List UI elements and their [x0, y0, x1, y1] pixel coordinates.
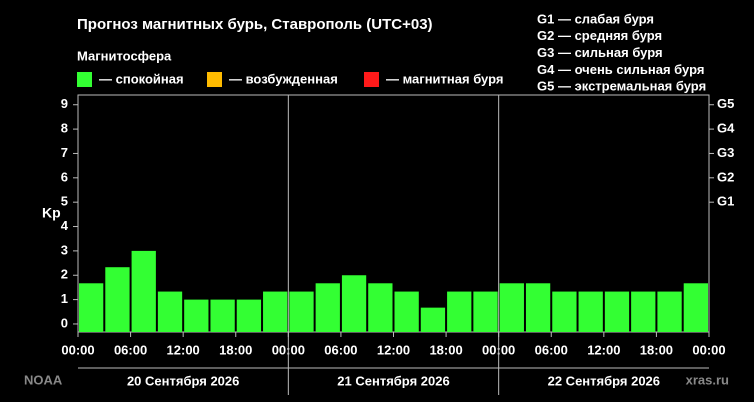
y2-tick-label: G2 [717, 169, 734, 184]
bar [578, 291, 603, 332]
legend-swatch [207, 72, 222, 87]
chart-title: Прогноз магнитных бурь, Ставрополь (UTC+… [77, 16, 433, 33]
bar [447, 291, 472, 332]
y-axis-label: Kp [42, 205, 61, 221]
y-tick-label: 2 [61, 267, 68, 282]
x-tick-label: 06:00 [114, 342, 147, 357]
subtitle: Магнитосфера [77, 48, 172, 63]
site: xras.ru [686, 372, 729, 387]
legend-label: — возбужденная [229, 71, 338, 86]
x-tick-label: 06:00 [324, 342, 357, 357]
y2-tick-label: G1 [717, 194, 734, 209]
legend-swatch [364, 72, 379, 87]
x-tick-label: 18:00 [219, 342, 252, 357]
bar [79, 283, 104, 332]
source: NOAA [24, 372, 63, 387]
bar [105, 267, 130, 332]
y2-tick-label: G3 [717, 145, 734, 160]
bar [184, 299, 209, 332]
bar [604, 291, 630, 332]
y2-tick-label: G5 [717, 96, 734, 111]
bar [683, 283, 708, 332]
bar [368, 283, 393, 332]
storm-scale-item: G5 — экстремальная буря [537, 79, 706, 94]
bar [631, 291, 656, 332]
x-tick-label: 18:00 [429, 342, 462, 357]
day-label: 20 Сентября 2026 [127, 373, 239, 388]
storm-scale-item: G2 — средняя буря [537, 28, 662, 43]
y-tick-label: 8 [61, 121, 68, 136]
bar [315, 283, 340, 332]
storm-scale-item: G3 — сильная буря [537, 45, 663, 60]
y-tick-label: 7 [61, 145, 68, 160]
y-tick-label: 0 [61, 315, 68, 330]
bar [263, 291, 288, 332]
legend-label: — спокойная [99, 71, 184, 86]
legend-swatch [77, 72, 92, 87]
bar [131, 250, 156, 332]
bar [473, 291, 498, 332]
x-tick-label: 00:00 [61, 342, 94, 357]
x-tick-label: 00:00 [692, 342, 725, 357]
bar [210, 299, 235, 332]
bar [525, 283, 551, 332]
storm-scale-item: G4 — очень сильная буря [537, 62, 704, 77]
bar [657, 291, 682, 332]
storm-scale-item: G1 — слабая буря [537, 11, 654, 26]
day-label: 22 Сентября 2026 [548, 373, 660, 388]
y-tick-label: 1 [61, 291, 68, 306]
bar [499, 283, 524, 332]
day-label: 21 Сентября 2026 [337, 373, 449, 388]
y2-tick-label: G4 [717, 121, 735, 136]
bar [289, 291, 314, 332]
bar [341, 275, 367, 332]
bar [236, 299, 262, 332]
x-tick-label: 12:00 [587, 342, 620, 357]
bar [157, 291, 183, 332]
legend-label: — магнитная буря [386, 71, 503, 86]
x-tick-label: 12:00 [377, 342, 410, 357]
y-tick-label: 5 [61, 194, 68, 209]
x-tick-label: 12:00 [167, 342, 200, 357]
bar [552, 291, 577, 332]
y-tick-label: 3 [61, 242, 68, 257]
x-tick-label: 18:00 [640, 342, 673, 357]
y-tick-label: 4 [61, 218, 69, 233]
y-tick-label: 9 [61, 96, 68, 111]
bar [420, 307, 446, 332]
x-tick-label: 06:00 [535, 342, 568, 357]
bar [394, 291, 419, 332]
y-tick-label: 6 [61, 169, 68, 184]
